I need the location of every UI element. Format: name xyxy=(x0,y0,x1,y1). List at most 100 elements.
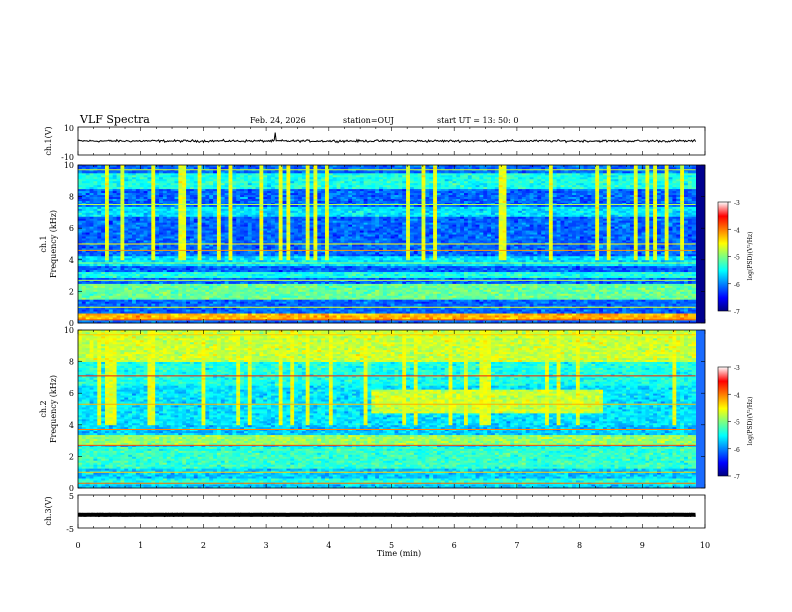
spec-cell xyxy=(120,220,125,223)
spec-cell xyxy=(135,194,141,198)
spec-cell xyxy=(174,283,179,286)
spec-cell xyxy=(97,212,102,215)
spec-cell xyxy=(240,240,245,243)
spec-cell xyxy=(205,230,210,233)
spec-cell xyxy=(101,271,106,275)
spec-cell xyxy=(213,269,218,273)
spec-cell xyxy=(101,303,106,306)
spec-cell xyxy=(193,222,199,225)
spec-cell xyxy=(81,267,87,271)
spec-cell xyxy=(135,273,141,277)
spec-cell xyxy=(128,202,133,205)
spec-cell xyxy=(182,307,187,310)
spec-cell xyxy=(139,236,145,239)
spec-cell xyxy=(132,269,137,273)
spec-cell xyxy=(155,210,160,213)
spec-cell xyxy=(263,265,268,269)
spec-cell xyxy=(135,295,141,298)
spec-cell xyxy=(259,291,264,294)
spec-cell xyxy=(201,220,206,223)
spec-cell xyxy=(247,178,253,182)
spec-cell xyxy=(228,283,233,286)
spec-cell xyxy=(162,289,168,292)
spec-cell xyxy=(205,271,210,275)
spec-cell xyxy=(251,212,256,215)
spec-cell xyxy=(159,283,164,286)
spec-cell xyxy=(259,178,264,182)
spec-cell xyxy=(97,172,102,176)
spec-cell xyxy=(174,251,179,255)
spec-cell xyxy=(216,238,222,241)
spec-cell xyxy=(139,263,145,267)
spec-cell xyxy=(170,255,175,259)
spec-cell xyxy=(189,269,195,273)
spec-cell xyxy=(236,265,241,269)
spec-cell xyxy=(170,240,175,243)
spec-cell xyxy=(120,273,125,277)
spec-cell xyxy=(85,226,90,229)
spec-cell xyxy=(116,287,121,290)
spec-cell xyxy=(220,315,226,318)
spec-cell xyxy=(128,291,133,294)
spec-cell xyxy=(216,269,222,273)
spec-cell xyxy=(220,277,226,280)
spec-cell xyxy=(155,281,160,284)
spec-cell xyxy=(128,196,133,199)
spec-cell xyxy=(186,242,191,245)
spec-cell xyxy=(228,295,233,298)
spec-cell xyxy=(255,249,260,253)
spec-cell xyxy=(170,238,175,241)
spec-cell xyxy=(209,180,214,184)
spec-cell xyxy=(178,170,183,174)
spec-cell xyxy=(151,212,156,215)
spec-cell xyxy=(263,315,268,318)
spec-cell xyxy=(162,232,168,235)
spec-cell xyxy=(189,242,195,245)
spec-cell xyxy=(186,265,191,269)
spec-cell xyxy=(232,242,237,245)
spec-cell xyxy=(155,275,160,278)
spec-cell xyxy=(139,188,145,192)
spec-cell xyxy=(205,174,210,178)
spec-cell xyxy=(240,271,245,275)
spec-cell xyxy=(189,208,195,211)
spec-cell xyxy=(182,301,187,304)
spec-cell xyxy=(101,206,106,209)
spec-cell xyxy=(116,212,121,215)
spec-cell xyxy=(174,242,179,245)
spec-cell xyxy=(213,242,218,245)
spec-cell xyxy=(201,277,206,280)
spec-cell xyxy=(174,287,179,290)
spec-cell xyxy=(81,172,87,176)
spec-cell xyxy=(247,317,253,320)
spec-cell xyxy=(159,291,164,294)
spec-cell xyxy=(228,303,233,306)
spec-cell xyxy=(205,293,210,296)
spec-cell xyxy=(232,245,237,249)
spec-cell xyxy=(166,236,172,239)
spec-cell xyxy=(247,265,253,269)
spec-cell xyxy=(232,214,237,217)
spec-cell xyxy=(81,257,87,261)
spec-cell xyxy=(108,204,114,207)
spec-cell xyxy=(155,245,160,249)
spec-cell xyxy=(132,317,137,320)
spec-cell xyxy=(112,253,117,257)
spec-cell xyxy=(139,226,145,229)
spec-cell xyxy=(124,285,129,288)
spec-cell xyxy=(116,202,121,205)
spec-cell xyxy=(116,172,121,176)
spec-cell xyxy=(108,182,114,186)
spec-cell xyxy=(162,218,168,221)
spec-cell xyxy=(220,289,226,292)
spec-cell xyxy=(255,297,260,300)
spec-cell xyxy=(197,289,202,292)
spec-cell xyxy=(135,321,141,324)
spec-cell xyxy=(189,311,195,314)
spec-cell xyxy=(220,184,226,188)
spec-cell xyxy=(105,303,110,306)
spec-cell xyxy=(259,313,264,316)
spec-cell xyxy=(182,204,187,207)
spec-cell xyxy=(263,291,268,294)
spec-cell xyxy=(240,289,245,292)
